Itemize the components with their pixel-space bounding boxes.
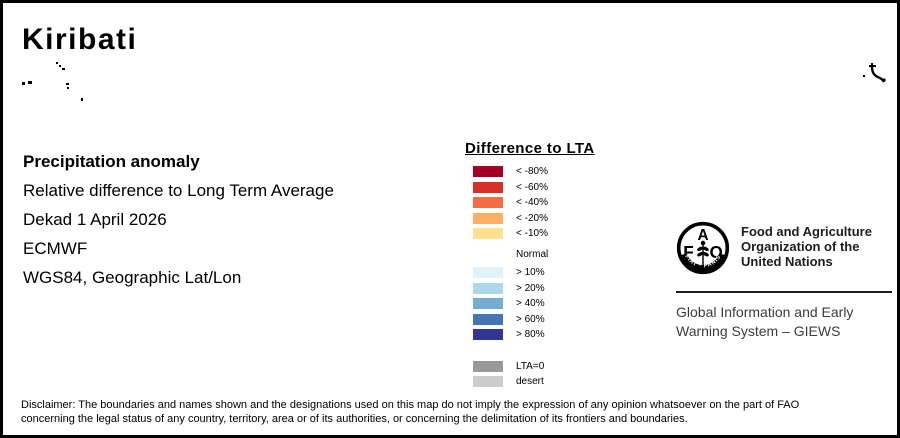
product-date: Dekad 1 April 2026 bbox=[23, 210, 167, 229]
brand-divider bbox=[676, 291, 892, 293]
legend-label: > 80% bbox=[516, 329, 545, 341]
legend-label: > 60% bbox=[516, 313, 545, 325]
island-dot bbox=[59, 65, 61, 67]
giews-name-line: Warning System – GIEWS bbox=[676, 323, 841, 339]
legend-swatch bbox=[473, 267, 503, 279]
product-projection: WGS84, Geographic Lat/Lon bbox=[23, 268, 242, 287]
legend-label: > 20% bbox=[516, 282, 545, 294]
legend-swatch bbox=[473, 360, 503, 372]
legend-item: < -80% bbox=[473, 164, 595, 180]
island-curve-shape bbox=[870, 66, 886, 83]
giews-name: Global Information and Early Warning Sys… bbox=[676, 303, 892, 341]
island-dot bbox=[81, 98, 83, 101]
fao-name: Food and Agriculture Organization of the… bbox=[741, 221, 872, 269]
brand-block: F A O FIAT · PANIS Food and Agriculture bbox=[676, 221, 892, 341]
legend-item: > 40% bbox=[473, 296, 595, 312]
legend-item: < -40% bbox=[473, 195, 595, 211]
product-source: ECMWF bbox=[23, 239, 88, 258]
fao-logo-letter-o: O bbox=[710, 243, 723, 262]
map-info-block: Precipitation anomaly Relative differenc… bbox=[23, 147, 334, 292]
legend-swatch bbox=[473, 282, 503, 294]
legend-item: < -10% bbox=[473, 226, 595, 242]
legend-item: > 10% bbox=[473, 265, 595, 281]
legend-label: > 10% bbox=[516, 267, 545, 279]
legend-item: < -60% bbox=[473, 180, 595, 196]
legend-swatch bbox=[473, 181, 503, 193]
wheat-icon bbox=[697, 240, 709, 267]
legend-label: Normal bbox=[516, 248, 549, 260]
page-title: Kiribati bbox=[22, 23, 138, 56]
island-dot bbox=[28, 81, 32, 84]
legend-swatch bbox=[473, 249, 503, 260]
product-subtitle: Relative difference to Long Term Average bbox=[23, 181, 334, 200]
fao-logo: F A O FIAT · PANIS bbox=[676, 221, 730, 275]
giews-name-line: Global Information and Early bbox=[676, 304, 854, 320]
fao-name-line: Food and Agriculture bbox=[741, 224, 872, 239]
product-title: Precipitation anomaly bbox=[23, 152, 200, 171]
legend-item: desert bbox=[473, 374, 595, 390]
legend-label: < -40% bbox=[516, 197, 548, 209]
legend-label: < -10% bbox=[516, 228, 548, 240]
legend-swatch bbox=[473, 166, 503, 178]
island-dot bbox=[56, 62, 58, 64]
legend-swatch bbox=[473, 329, 503, 341]
fao-name-line: Organization of the bbox=[741, 239, 860, 254]
legend-item: > 80% bbox=[473, 327, 595, 343]
island-dot bbox=[62, 68, 65, 70]
legend-label: < -80% bbox=[516, 166, 548, 178]
island-dot bbox=[22, 82, 25, 85]
legend-title: Difference to LTA bbox=[465, 140, 595, 157]
island-dot bbox=[67, 87, 69, 89]
disclaimer-line-2: concerning the legal status of any count… bbox=[21, 412, 688, 425]
legend-label: > 40% bbox=[516, 298, 545, 310]
fao-header: F A O FIAT · PANIS Food and Agriculture bbox=[676, 221, 892, 275]
legend-label: desert bbox=[516, 376, 544, 388]
legend-item: > 20% bbox=[473, 281, 595, 297]
legend-item: > 60% bbox=[473, 312, 595, 328]
fao-logo-letter-f: F bbox=[683, 243, 693, 262]
legend-item: < -20% bbox=[473, 211, 595, 227]
legend-label: LTA=0 bbox=[516, 360, 545, 372]
legend-swatch bbox=[473, 376, 503, 388]
legend-item: Normal bbox=[473, 247, 595, 263]
fao-logo-letter-a: A bbox=[697, 227, 708, 244]
island-cross-icon bbox=[871, 63, 873, 70]
legend-swatch bbox=[473, 298, 503, 310]
legend-swatch bbox=[473, 197, 503, 209]
legend-label: < -60% bbox=[516, 181, 548, 193]
legend-swatch bbox=[473, 212, 503, 224]
legend-swatch bbox=[473, 313, 503, 325]
legend: Difference to LTA < -80% < -60% < -40% <… bbox=[465, 140, 595, 390]
legend-swatch bbox=[473, 228, 503, 240]
island-dot bbox=[863, 75, 865, 77]
legend-label: < -20% bbox=[516, 212, 548, 224]
legend-rows: < -80% < -60% < -40% < -20% < -10% Norma… bbox=[465, 164, 595, 390]
disclaimer-line-1: Disclaimer: The boundaries and names sho… bbox=[21, 399, 800, 411]
fao-name-line: United Nations bbox=[741, 254, 833, 269]
legend-item: LTA=0 bbox=[473, 359, 595, 375]
disclaimer: Disclaimer: The boundaries and names sho… bbox=[21, 399, 881, 426]
island-dot bbox=[66, 83, 69, 85]
